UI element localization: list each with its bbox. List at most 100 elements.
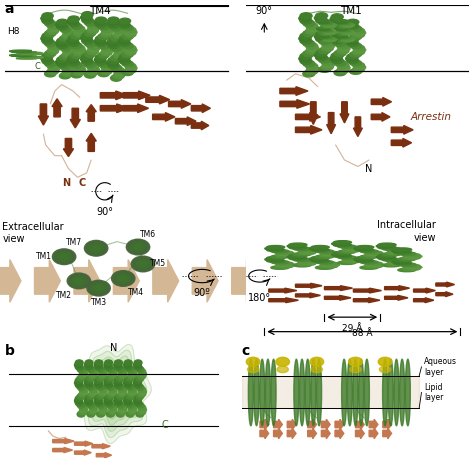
Ellipse shape bbox=[55, 22, 67, 27]
Ellipse shape bbox=[331, 53, 343, 59]
Ellipse shape bbox=[82, 17, 93, 23]
Ellipse shape bbox=[343, 38, 355, 41]
Ellipse shape bbox=[105, 365, 112, 370]
Ellipse shape bbox=[398, 252, 416, 255]
FancyArrow shape bbox=[70, 108, 81, 128]
Ellipse shape bbox=[41, 55, 52, 62]
Ellipse shape bbox=[404, 255, 422, 258]
Ellipse shape bbox=[353, 359, 358, 426]
Ellipse shape bbox=[109, 409, 116, 415]
Ellipse shape bbox=[350, 35, 362, 40]
Ellipse shape bbox=[314, 15, 327, 21]
FancyArrow shape bbox=[413, 288, 436, 293]
Ellipse shape bbox=[42, 13, 53, 19]
Ellipse shape bbox=[11, 51, 32, 53]
Ellipse shape bbox=[133, 380, 141, 386]
Ellipse shape bbox=[271, 250, 289, 253]
FancyArrow shape bbox=[232, 260, 257, 302]
Ellipse shape bbox=[57, 43, 68, 48]
Ellipse shape bbox=[95, 383, 103, 388]
FancyArrow shape bbox=[0, 260, 21, 302]
Ellipse shape bbox=[321, 26, 333, 28]
FancyArrow shape bbox=[354, 117, 362, 137]
Ellipse shape bbox=[113, 47, 125, 54]
Ellipse shape bbox=[75, 396, 83, 401]
Ellipse shape bbox=[353, 63, 365, 68]
Ellipse shape bbox=[124, 400, 132, 406]
FancyArrow shape bbox=[123, 104, 148, 113]
Ellipse shape bbox=[338, 40, 350, 43]
FancyArrow shape bbox=[273, 419, 283, 429]
Ellipse shape bbox=[87, 48, 98, 55]
Ellipse shape bbox=[59, 73, 71, 79]
Ellipse shape bbox=[303, 71, 315, 77]
Ellipse shape bbox=[62, 71, 73, 76]
Ellipse shape bbox=[73, 50, 85, 56]
FancyArrow shape bbox=[356, 419, 364, 429]
Ellipse shape bbox=[310, 247, 328, 250]
Ellipse shape bbox=[364, 264, 383, 268]
Ellipse shape bbox=[63, 50, 74, 55]
Ellipse shape bbox=[67, 18, 78, 25]
Ellipse shape bbox=[113, 27, 125, 33]
Ellipse shape bbox=[319, 57, 330, 63]
Ellipse shape bbox=[100, 407, 107, 412]
Ellipse shape bbox=[321, 40, 333, 43]
Ellipse shape bbox=[300, 58, 312, 64]
Ellipse shape bbox=[57, 252, 71, 261]
Ellipse shape bbox=[87, 280, 110, 296]
Ellipse shape bbox=[334, 41, 346, 46]
FancyArrow shape bbox=[371, 98, 392, 106]
FancyArrow shape bbox=[309, 102, 318, 125]
Ellipse shape bbox=[23, 57, 44, 58]
Ellipse shape bbox=[67, 273, 91, 289]
Ellipse shape bbox=[87, 22, 98, 28]
Ellipse shape bbox=[136, 411, 144, 417]
Text: c: c bbox=[242, 344, 250, 358]
Ellipse shape bbox=[266, 248, 285, 252]
Ellipse shape bbox=[84, 362, 92, 368]
Ellipse shape bbox=[91, 245, 101, 252]
Ellipse shape bbox=[85, 365, 93, 370]
Ellipse shape bbox=[57, 56, 68, 63]
Ellipse shape bbox=[92, 246, 100, 251]
Ellipse shape bbox=[68, 36, 79, 41]
Ellipse shape bbox=[94, 398, 102, 403]
Ellipse shape bbox=[388, 359, 393, 426]
Text: TM1: TM1 bbox=[340, 6, 362, 16]
Ellipse shape bbox=[108, 22, 119, 28]
Ellipse shape bbox=[356, 259, 374, 263]
Ellipse shape bbox=[336, 34, 348, 36]
Ellipse shape bbox=[117, 375, 124, 381]
Ellipse shape bbox=[386, 251, 405, 255]
Ellipse shape bbox=[393, 251, 411, 254]
Ellipse shape bbox=[315, 266, 334, 269]
Ellipse shape bbox=[297, 251, 316, 255]
Ellipse shape bbox=[337, 63, 349, 68]
Ellipse shape bbox=[128, 405, 136, 410]
FancyArrow shape bbox=[191, 121, 209, 130]
Ellipse shape bbox=[45, 30, 56, 36]
Ellipse shape bbox=[114, 70, 126, 76]
Ellipse shape bbox=[337, 48, 349, 54]
Ellipse shape bbox=[321, 263, 339, 266]
Ellipse shape bbox=[297, 248, 316, 252]
Ellipse shape bbox=[343, 31, 355, 34]
Ellipse shape bbox=[108, 17, 119, 23]
Ellipse shape bbox=[42, 18, 53, 24]
Ellipse shape bbox=[126, 393, 134, 399]
Ellipse shape bbox=[120, 276, 127, 281]
Ellipse shape bbox=[347, 24, 359, 29]
Ellipse shape bbox=[316, 55, 328, 61]
FancyArrow shape bbox=[335, 428, 344, 438]
Ellipse shape bbox=[118, 20, 129, 26]
Ellipse shape bbox=[82, 33, 93, 39]
Ellipse shape bbox=[321, 29, 333, 32]
Ellipse shape bbox=[314, 53, 327, 58]
Ellipse shape bbox=[57, 24, 68, 30]
Ellipse shape bbox=[124, 398, 131, 403]
Ellipse shape bbox=[87, 69, 98, 75]
Ellipse shape bbox=[338, 26, 350, 28]
Ellipse shape bbox=[119, 41, 130, 46]
Ellipse shape bbox=[344, 247, 362, 251]
